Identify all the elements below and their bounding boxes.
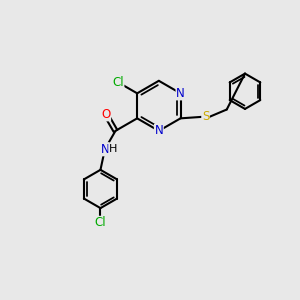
Text: H: H xyxy=(109,144,117,154)
Text: N: N xyxy=(154,124,163,137)
Text: N: N xyxy=(100,143,109,156)
Text: O: O xyxy=(101,108,110,121)
Text: Cl: Cl xyxy=(95,216,106,229)
Text: S: S xyxy=(202,110,209,123)
Text: N: N xyxy=(176,87,185,100)
Text: Cl: Cl xyxy=(112,76,124,89)
